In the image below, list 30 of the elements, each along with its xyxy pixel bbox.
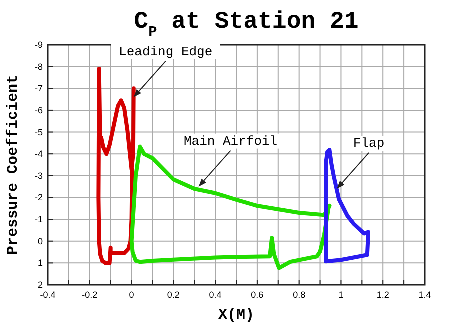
annotation: Leading Edge [119, 44, 213, 60]
y-tick-label: -7 [34, 84, 43, 94]
y-tick-label: 2 [38, 280, 43, 290]
line-series [324, 148, 370, 264]
x-tick-label: -0.2 [82, 290, 98, 300]
y-tick-label: -3 [34, 170, 43, 181]
y-tick-label: -4 [34, 149, 43, 160]
x-tick-label: 1.4 [418, 290, 432, 300]
x-tick-label: -0.4 [40, 290, 56, 300]
y-axis-title: Pressure Coefficient [5, 74, 22, 256]
y-tick-label: 1 [38, 258, 43, 268]
y-tick-label: -9 [34, 40, 43, 50]
y-tick-label: -1 [34, 214, 43, 225]
y-tick-label: -8 [34, 62, 43, 72]
annotation: Main Airfoil [184, 134, 278, 149]
y-tick-label: -2 [34, 192, 43, 203]
x-tick-label: 0.6 [251, 290, 264, 300]
y-tick-label: -5 [34, 127, 43, 138]
x-axis-title: X(M) [218, 307, 255, 324]
y-tick-label: -6 [34, 105, 43, 116]
x-tick-label: 0.4 [209, 290, 222, 300]
annotation: Flap [353, 136, 385, 151]
x-tick-label: 0 [129, 290, 134, 300]
line-series [130, 144, 332, 270]
x-tick-label: 0.2 [167, 290, 180, 300]
y-tick-label: 0 [38, 236, 43, 246]
x-tick-label: 1 [338, 290, 344, 300]
chart-title: C$_{P}$ at Station 21 [134, 9, 359, 41]
x-tick-label: 1.2 [376, 290, 390, 300]
x-tick-label: 0.8 [293, 290, 306, 300]
